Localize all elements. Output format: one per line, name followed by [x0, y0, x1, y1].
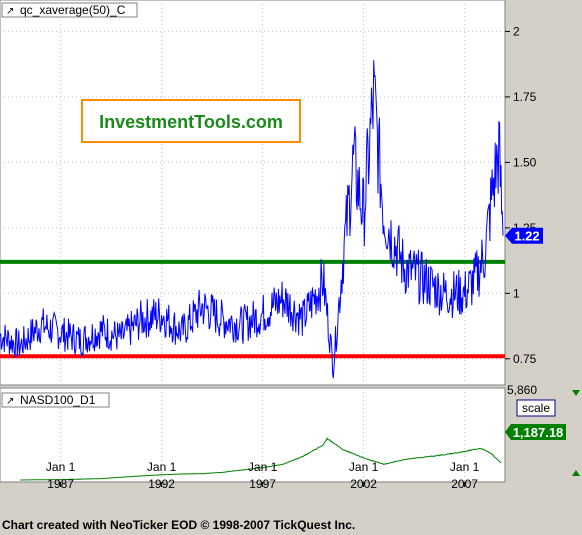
lower-series-name: NASD100_D1 [20, 393, 96, 407]
upper-last-value: 1.22 [514, 229, 539, 244]
upper-y-tick-label: 0.75 [513, 352, 537, 366]
x-tick-year: 1997 [249, 477, 276, 491]
scroll-up-marker[interactable] [572, 390, 580, 396]
x-tick-year: 2002 [350, 477, 377, 491]
upper-last-value-box [505, 227, 543, 244]
watermark-box [81, 99, 301, 143]
x-tick-year: 2007 [451, 477, 478, 491]
lower-last-value-badge: 1,187.18 [505, 424, 566, 440]
lower-last-value: 1,187.18 [513, 425, 564, 440]
upper-last-value-badge: 1.22 [505, 227, 543, 244]
x-tick-year: 1987 [47, 477, 74, 491]
lower-series [20, 437, 502, 481]
x-tick-label: Jan 1 [46, 460, 76, 474]
lower-series-icon: ↗ [6, 396, 14, 407]
scroll-down-marker[interactable] [572, 470, 580, 476]
x-tick-label: Jan 1 [349, 460, 379, 474]
watermark-text: InvestmentTools.com [99, 112, 283, 132]
upper-series [0, 60, 504, 379]
lower-series-line [20, 437, 502, 481]
lower-y-axis: 5,860 [507, 383, 537, 397]
upper-y-tick-label: 2 [513, 24, 520, 38]
x-tick-label: Jan 1 [248, 460, 278, 474]
x-tick-year: 1992 [148, 477, 175, 491]
upper-y-tick-label: 1.50 [513, 155, 537, 169]
lower-series-legend-box [1, 392, 110, 408]
upper-series-line [0, 60, 504, 379]
x-axis: Jan 1 1987 Jan 1 1992 Jan 1 1997 Jan 1 2002 Jan … [46, 460, 480, 491]
upper-series-icon: ↗ [6, 6, 14, 17]
x-tick-label: Jan 1 [147, 460, 177, 474]
upper-series-legend-box [1, 2, 138, 18]
lower-y-tick-label: 5,860 [507, 383, 537, 397]
upper-y-tick-label: 1 [513, 286, 520, 300]
scale-button[interactable]: scale [516, 399, 556, 417]
lower-last-value-box [505, 424, 566, 440]
upper-series-name: qc_xaverage(50)_C [20, 3, 126, 17]
upper-y-tick-label: 1.75 [513, 90, 537, 104]
scale-button-label: scale [522, 401, 550, 415]
footer-credit: Chart created with NeoTicker EOD © 1998-… [2, 518, 356, 532]
x-tick-label: Jan 1 [450, 460, 480, 474]
